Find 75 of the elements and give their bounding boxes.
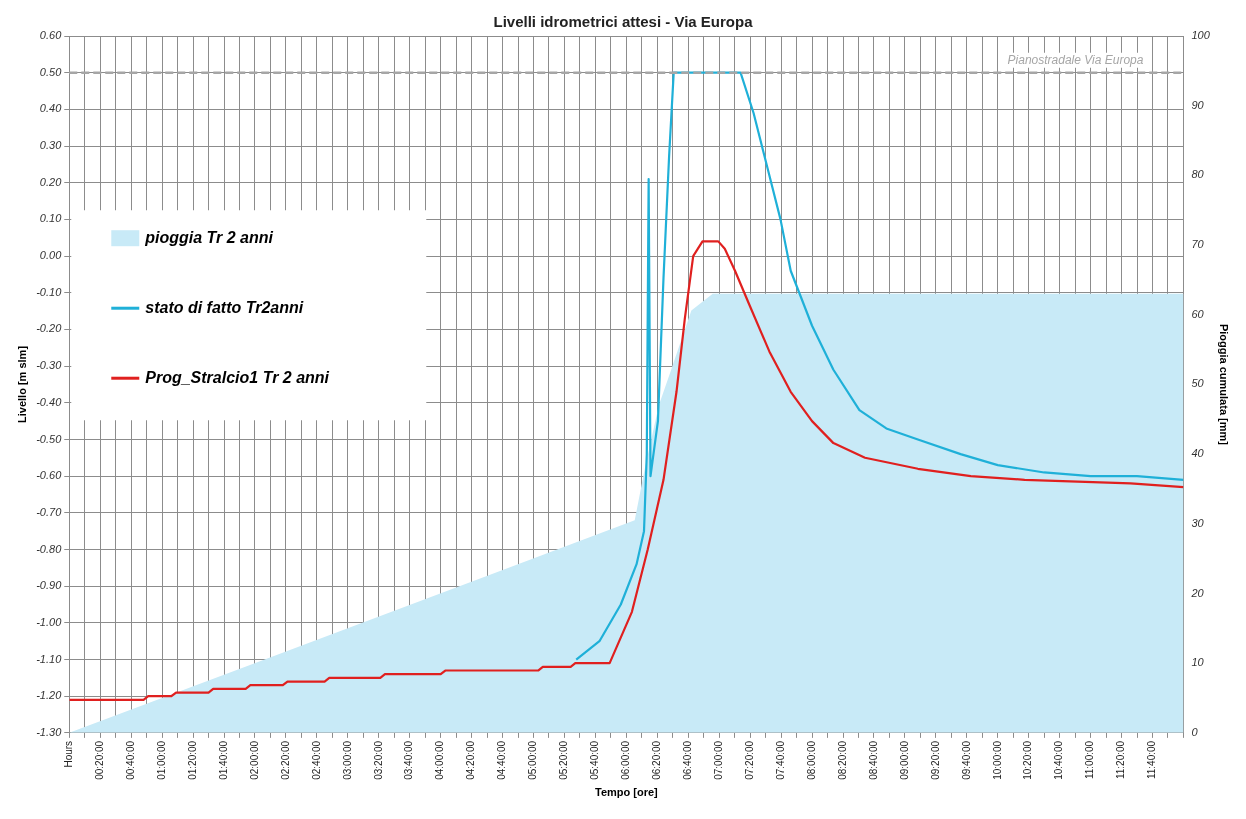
- x-tick-label: 07:00:00: [712, 740, 724, 780]
- legend-label: Prog_Stralcio1 Tr 2 anni: [145, 368, 330, 386]
- y2-tick-label: 60: [1191, 307, 1205, 320]
- x-tick-label: 06:00:00: [620, 740, 632, 780]
- y2-tick-label: 100: [1191, 29, 1211, 42]
- x-tick-label: 02:00:00: [248, 740, 260, 780]
- y-tick-label: 0.10: [39, 212, 63, 225]
- x-tick-label: 01:20:00: [186, 740, 198, 780]
- y-tick-label: -0.30: [36, 359, 63, 372]
- y-tick-label: -0.60: [36, 469, 63, 482]
- x-tick-label: 11:20:00: [1115, 740, 1127, 780]
- y-tick-label: -1.30: [36, 725, 63, 738]
- y2-tick-label: 50: [1191, 377, 1205, 390]
- y2-tick-label: 20: [1190, 586, 1205, 599]
- y-tick-label: 0.50: [39, 65, 63, 78]
- x-axis-title: Tempo [ore]: [594, 786, 659, 799]
- y-tick-label: 0.60: [39, 29, 63, 42]
- x-tick-label: 09:20:00: [929, 740, 941, 780]
- y2-tick-label: 70: [1191, 238, 1205, 251]
- y-tick-label: 0.20: [39, 175, 63, 188]
- x-tick-label: 07:40:00: [774, 740, 786, 780]
- x-tick-label: 01:00:00: [155, 740, 167, 780]
- x-tick-label: 08:00:00: [805, 740, 817, 780]
- x-tick-label: 02:20:00: [279, 740, 291, 780]
- y-tick-label: 0.30: [39, 139, 63, 152]
- chart-title: Livelli idrometrici attesi - Via Europa: [493, 13, 754, 31]
- y-tick-label: -0.70: [36, 505, 63, 518]
- x-tick-label: 11:00:00: [1084, 740, 1096, 780]
- x-tick-label: 11:40:00: [1146, 740, 1158, 780]
- x-tick-label: 08:20:00: [836, 740, 848, 780]
- x-tick-label: 05:00:00: [527, 740, 539, 780]
- x-tick-label: 09:00:00: [898, 740, 910, 780]
- y-tick-label: 0.40: [39, 102, 63, 115]
- x-tick-label: 03:00:00: [341, 740, 353, 780]
- x-tick-label: 06:40:00: [682, 740, 694, 780]
- y2-tick-label: 30: [1191, 516, 1205, 529]
- y-tick-label: -0.40: [36, 395, 63, 408]
- x-tick-label: Hours: [63, 740, 75, 768]
- x-tick-label: 04:40:00: [496, 740, 508, 780]
- x-tick-label: 01:40:00: [217, 740, 229, 780]
- legend-label: stato di fatto Tr2anni: [145, 298, 304, 316]
- y-tick-label: -0.20: [36, 322, 63, 335]
- y2-tick-label: 90: [1191, 98, 1205, 111]
- y2-tick-label: 10: [1191, 656, 1205, 669]
- x-tick-label: 09:40:00: [960, 740, 972, 780]
- ref-line-label: Pianostradale Via Europa: [1007, 53, 1144, 68]
- y-tick-label: -0.90: [36, 579, 63, 592]
- x-tick-label: 10:20:00: [1022, 740, 1034, 780]
- x-tick-label: 04:20:00: [465, 740, 477, 780]
- x-tick-label: 00:40:00: [124, 740, 136, 780]
- x-tick-label: 02:40:00: [310, 740, 322, 780]
- y2-tick-label: 40: [1191, 447, 1205, 460]
- y2-tick-label: 80: [1191, 168, 1205, 181]
- y-tick-label: -1.10: [36, 652, 63, 665]
- x-tick-label: 05:20:00: [558, 740, 570, 780]
- x-tick-label: 03:40:00: [403, 740, 415, 780]
- x-tick-label: 08:40:00: [867, 740, 879, 780]
- x-tick-label: 03:20:00: [372, 740, 384, 780]
- y-tick-label: -0.80: [36, 542, 63, 555]
- y2-tick-label: 0: [1191, 725, 1199, 738]
- x-tick-label: 10:00:00: [991, 740, 1003, 780]
- x-tick-label: 04:00:00: [434, 740, 446, 780]
- y2-axis-title: Pioggia cumulata [mm]: [1218, 323, 1231, 446]
- x-tick-label: 06:20:00: [651, 740, 663, 780]
- y-tick-label: -0.50: [36, 432, 63, 445]
- x-tick-label: 00:20:00: [93, 740, 105, 780]
- x-tick-label: 10:40:00: [1053, 740, 1065, 780]
- y-tick-label: -1.20: [36, 689, 63, 702]
- y-tick-label: -0.10: [36, 285, 63, 298]
- y-tick-label: -1.00: [36, 615, 63, 628]
- legend-label: pioggia Tr 2 anni: [144, 228, 274, 246]
- y-axis-title: Livello [m slm]: [15, 345, 28, 423]
- x-tick-label: 05:40:00: [589, 740, 601, 780]
- x-tick-label: 07:20:00: [743, 740, 755, 780]
- y-tick-label: 0.00: [39, 249, 63, 262]
